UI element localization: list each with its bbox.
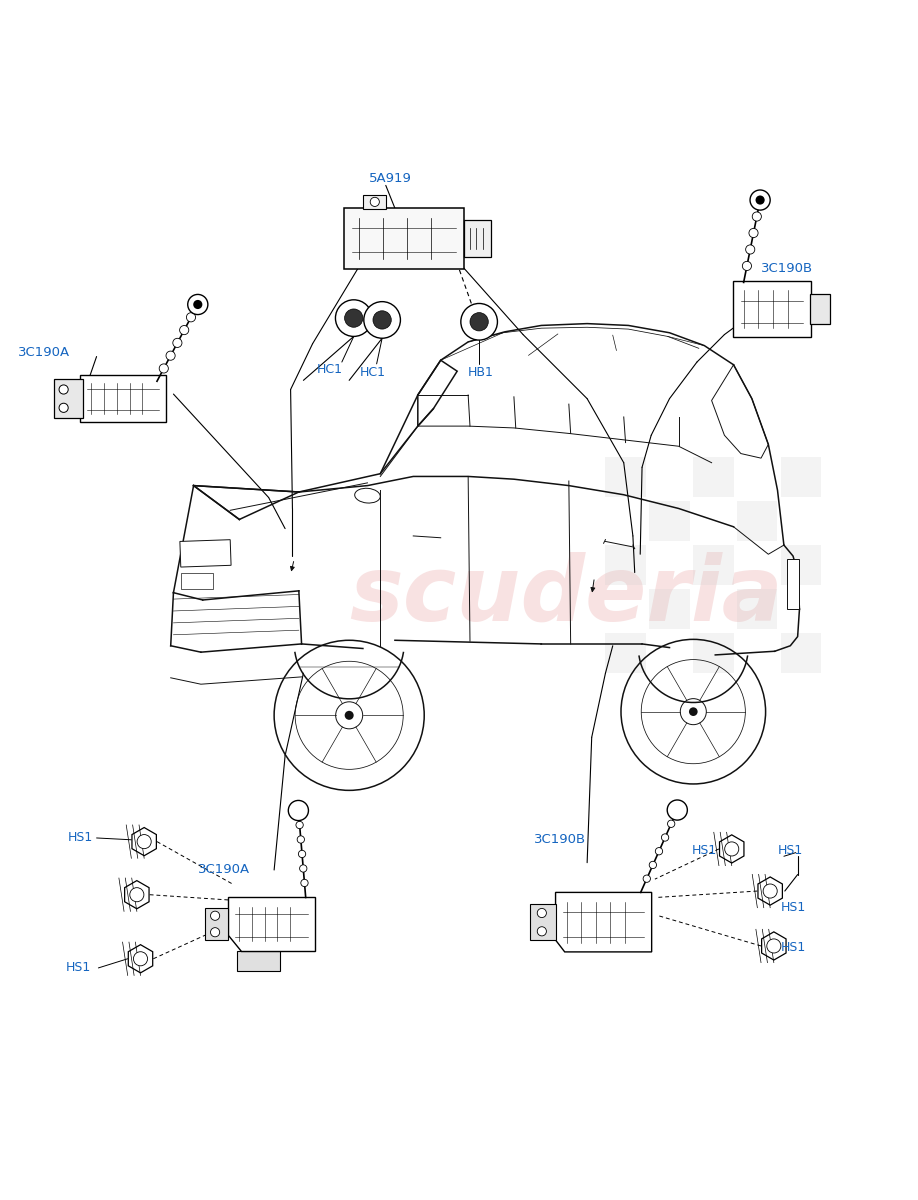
Circle shape bbox=[749, 228, 758, 238]
Polygon shape bbox=[720, 835, 744, 863]
Bar bbox=[810, 294, 830, 324]
Circle shape bbox=[137, 834, 151, 848]
FancyBboxPatch shape bbox=[343, 208, 465, 269]
Text: HS1: HS1 bbox=[65, 961, 91, 974]
Text: HB1: HB1 bbox=[468, 366, 494, 379]
Circle shape bbox=[288, 800, 308, 821]
Circle shape bbox=[537, 908, 546, 918]
Polygon shape bbox=[758, 877, 782, 905]
Circle shape bbox=[724, 842, 739, 856]
Polygon shape bbox=[132, 828, 156, 856]
Circle shape bbox=[180, 325, 189, 335]
Bar bbox=[737, 502, 778, 541]
Bar bbox=[781, 457, 822, 498]
Bar bbox=[464, 220, 491, 257]
Text: HS1: HS1 bbox=[781, 901, 806, 914]
Circle shape bbox=[655, 847, 663, 854]
Text: HC1: HC1 bbox=[317, 362, 343, 376]
Polygon shape bbox=[762, 932, 786, 960]
Circle shape bbox=[745, 245, 755, 254]
Polygon shape bbox=[228, 898, 315, 950]
Text: scuderia: scuderia bbox=[349, 552, 783, 640]
Circle shape bbox=[537, 926, 546, 936]
Circle shape bbox=[210, 911, 219, 920]
Circle shape bbox=[661, 834, 668, 841]
Circle shape bbox=[667, 800, 688, 820]
Bar bbox=[205, 907, 228, 941]
Bar bbox=[363, 196, 386, 209]
Circle shape bbox=[59, 403, 68, 413]
Bar bbox=[787, 559, 800, 610]
FancyBboxPatch shape bbox=[80, 374, 166, 422]
Text: HS1: HS1 bbox=[67, 832, 93, 845]
Circle shape bbox=[364, 301, 400, 338]
Circle shape bbox=[752, 212, 761, 221]
Circle shape bbox=[159, 364, 168, 373]
Circle shape bbox=[767, 938, 781, 953]
Bar bbox=[606, 457, 645, 498]
Circle shape bbox=[301, 880, 308, 887]
Circle shape bbox=[129, 888, 144, 901]
Circle shape bbox=[373, 311, 391, 329]
Circle shape bbox=[297, 836, 305, 844]
Polygon shape bbox=[555, 893, 652, 952]
Circle shape bbox=[763, 884, 778, 898]
Bar bbox=[693, 545, 733, 586]
Polygon shape bbox=[129, 944, 152, 973]
Circle shape bbox=[133, 952, 148, 966]
Text: 5A919: 5A919 bbox=[369, 173, 412, 186]
FancyBboxPatch shape bbox=[733, 281, 812, 337]
Bar bbox=[649, 502, 689, 541]
Circle shape bbox=[173, 338, 182, 348]
Circle shape bbox=[667, 820, 675, 828]
Text: HS1: HS1 bbox=[781, 941, 806, 954]
Bar bbox=[649, 589, 689, 629]
Text: 3C190B: 3C190B bbox=[534, 833, 587, 846]
Circle shape bbox=[210, 928, 219, 937]
Bar bbox=[693, 632, 733, 673]
Polygon shape bbox=[125, 881, 149, 908]
Bar bbox=[530, 904, 555, 941]
Circle shape bbox=[461, 304, 498, 340]
Circle shape bbox=[470, 313, 488, 331]
Circle shape bbox=[644, 875, 651, 882]
Bar bbox=[180, 540, 231, 568]
Circle shape bbox=[187, 294, 207, 314]
Bar bbox=[781, 545, 822, 586]
Circle shape bbox=[688, 707, 698, 716]
Text: 3C190A: 3C190A bbox=[17, 347, 70, 359]
Circle shape bbox=[649, 862, 656, 869]
Circle shape bbox=[750, 190, 770, 210]
Bar bbox=[606, 545, 645, 586]
Bar bbox=[181, 572, 213, 589]
Text: HC1: HC1 bbox=[360, 366, 386, 379]
Circle shape bbox=[743, 262, 752, 270]
Bar bbox=[237, 950, 280, 971]
Circle shape bbox=[344, 308, 363, 328]
Circle shape bbox=[756, 196, 765, 205]
Circle shape bbox=[186, 313, 196, 322]
Text: HS1: HS1 bbox=[778, 845, 802, 857]
Circle shape bbox=[59, 385, 68, 394]
Circle shape bbox=[296, 821, 303, 829]
Bar bbox=[781, 632, 822, 673]
Circle shape bbox=[193, 300, 202, 310]
Text: 3C190B: 3C190B bbox=[761, 262, 813, 275]
Bar bbox=[693, 457, 733, 498]
Text: HS1: HS1 bbox=[691, 845, 717, 857]
Text: 3C190A: 3C190A bbox=[198, 863, 251, 876]
FancyBboxPatch shape bbox=[53, 379, 83, 418]
Circle shape bbox=[344, 710, 353, 720]
Bar bbox=[606, 632, 645, 673]
Circle shape bbox=[299, 865, 307, 872]
Circle shape bbox=[166, 352, 175, 360]
Circle shape bbox=[335, 300, 372, 336]
Circle shape bbox=[298, 851, 306, 858]
Circle shape bbox=[370, 197, 379, 206]
Bar bbox=[737, 589, 778, 629]
